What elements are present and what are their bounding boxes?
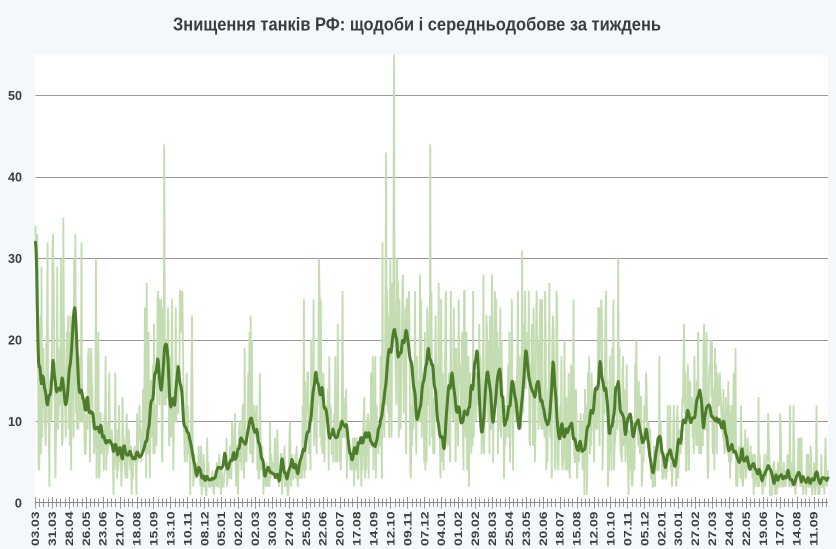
svg-text:29.02: 29.02 [470,511,482,546]
svg-text:0: 0 [15,496,22,511]
svg-text:12.09: 12.09 [589,512,601,547]
svg-text:08.12: 08.12 [199,512,211,547]
svg-text:05.01: 05.01 [216,512,228,547]
svg-text:05.12: 05.12 [639,512,651,547]
svg-text:50: 50 [8,88,22,103]
svg-text:02.02: 02.02 [233,512,245,547]
svg-text:19.06: 19.06 [758,512,770,547]
svg-text:12.10: 12.10 [385,512,397,547]
svg-text:11.09: 11.09 [809,512,821,547]
svg-text:27.04: 27.04 [284,510,296,546]
svg-text:30.01: 30.01 [673,512,685,547]
svg-text:23.06: 23.06 [98,512,110,547]
svg-text:01.02: 01.02 [453,512,465,547]
svg-text:23.05: 23.05 [521,512,533,547]
svg-text:26.05: 26.05 [81,512,93,547]
svg-text:07.11: 07.11 [622,512,634,547]
svg-text:13.10: 13.10 [165,512,177,547]
svg-text:20: 20 [8,333,22,348]
svg-text:07.12: 07.12 [419,512,431,547]
svg-text:15.08: 15.08 [572,512,584,547]
svg-text:30: 30 [8,251,22,266]
svg-text:10.11: 10.11 [182,512,194,547]
svg-text:25.05: 25.05 [301,512,313,547]
svg-text:17.08: 17.08 [352,512,364,547]
svg-text:14.09: 14.09 [369,512,381,547]
svg-text:27.02: 27.02 [690,512,702,547]
svg-text:30.03: 30.03 [267,512,279,547]
svg-text:22.06: 22.06 [318,512,330,547]
svg-text:28.04: 28.04 [64,510,76,546]
svg-text:10.10: 10.10 [605,512,617,547]
svg-text:15.09: 15.09 [148,512,160,547]
svg-text:24.04: 24.04 [724,510,736,546]
svg-text:03.03: 03.03 [30,512,42,547]
svg-text:40: 40 [8,170,22,185]
svg-text:09.11: 09.11 [402,512,414,547]
svg-text:02.01: 02.01 [656,512,668,547]
svg-text:04.01: 04.01 [436,512,448,547]
svg-text:02.03: 02.03 [250,512,262,547]
svg-text:27.03: 27.03 [707,512,719,547]
svg-text:25.04: 25.04 [504,510,516,546]
svg-text:28.03: 28.03 [487,512,499,547]
svg-text:20.07: 20.07 [335,512,347,547]
svg-text:10: 10 [8,414,22,429]
svg-text:14.08: 14.08 [792,512,804,547]
svg-text:18.07: 18.07 [555,512,567,547]
svg-text:20.06: 20.06 [538,512,550,547]
svg-text:Знищення танків РФ: щодоби і с: Знищення танків РФ: щодоби і середньодоб… [173,15,661,35]
svg-text:17.07: 17.07 [775,512,787,547]
svg-text:21.07: 21.07 [115,512,127,547]
svg-text:31.03: 31.03 [47,512,59,547]
svg-text:22.05: 22.05 [741,512,753,547]
svg-text:18.08: 18.08 [132,512,144,547]
